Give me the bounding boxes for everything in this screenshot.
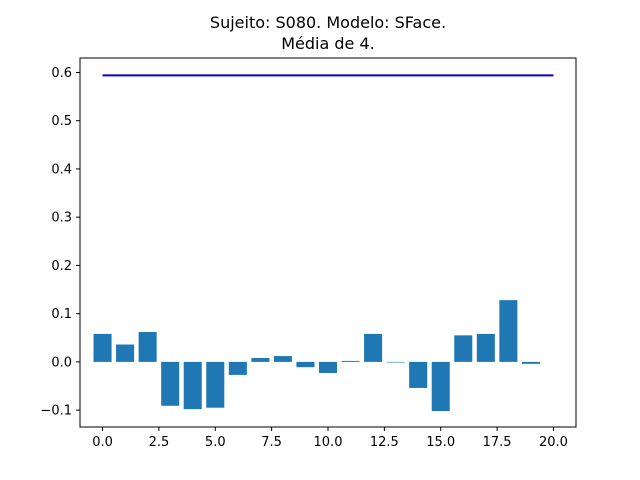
bar bbox=[386, 361, 405, 363]
x-tick-label: 15.0 bbox=[426, 435, 455, 450]
bar bbox=[521, 361, 540, 364]
bar bbox=[454, 335, 473, 362]
y-tick-label: 0.3 bbox=[51, 211, 72, 226]
bar bbox=[206, 361, 225, 408]
x-tick-label: 5.0 bbox=[205, 435, 226, 450]
y-axis: −0.1 0.0 0.1 0.2 0.3 0.4 0.5 0.6 bbox=[40, 66, 80, 419]
bar bbox=[273, 356, 292, 362]
bar bbox=[318, 361, 338, 373]
bar bbox=[116, 344, 135, 362]
bar-series bbox=[93, 300, 540, 412]
x-tick-label: 20.0 bbox=[539, 435, 568, 450]
bar bbox=[364, 333, 383, 362]
y-tick-label: −0.1 bbox=[40, 404, 72, 419]
x-axis: 0.0 2.5 5.0 7.5 10.0 12.5 15.0 17.5 20.0 bbox=[92, 427, 568, 450]
bar bbox=[161, 361, 180, 406]
bar bbox=[476, 333, 495, 362]
bar bbox=[341, 360, 360, 362]
bar bbox=[296, 361, 315, 368]
x-tick-label: 2.5 bbox=[149, 435, 170, 450]
x-tick-label: 7.5 bbox=[261, 435, 282, 450]
chart-subtitle: Média de 4. bbox=[281, 34, 375, 53]
bar bbox=[251, 358, 270, 362]
bar bbox=[183, 361, 202, 410]
bar bbox=[138, 331, 157, 362]
y-tick-label: 0.4 bbox=[51, 162, 72, 177]
chart-title: Sujeito: S080. Modelo: SFace. bbox=[210, 13, 446, 32]
bar bbox=[93, 333, 112, 362]
y-tick-label: 0.6 bbox=[51, 66, 72, 81]
x-tick-label: 12.5 bbox=[370, 435, 399, 450]
bar bbox=[228, 361, 247, 375]
bar bbox=[431, 361, 450, 412]
x-tick-label: 10.0 bbox=[314, 435, 343, 450]
x-tick-label: 0.0 bbox=[92, 435, 113, 450]
y-tick-label: 0.5 bbox=[51, 114, 72, 129]
bar bbox=[499, 300, 518, 362]
y-tick-label: 0.2 bbox=[51, 259, 72, 274]
y-tick-label: 0.0 bbox=[51, 355, 72, 370]
bar bbox=[409, 361, 428, 388]
y-tick-label: 0.1 bbox=[51, 307, 72, 322]
x-tick-label: 17.5 bbox=[483, 435, 512, 450]
